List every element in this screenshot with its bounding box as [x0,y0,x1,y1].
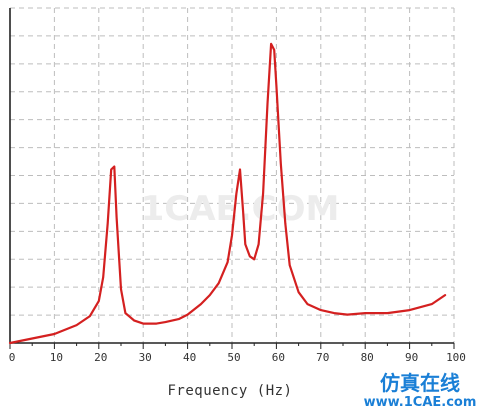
x-tick-label: 50 [227,351,240,364]
x-tick-label: 0 [9,351,16,364]
series-line-0 [8,42,447,345]
x-tick-label: 100 [446,351,466,364]
x-axis-label: Frequency (Hz) [167,383,292,399]
x-tick-label: 80 [361,351,374,364]
x-tick-label: 40 [183,351,196,364]
grid-lines [10,7,455,343]
series-layer [8,42,447,345]
x-tick-label: 60 [272,351,285,364]
x-tick-label: 20 [94,351,107,364]
axes [9,8,455,349]
x-tick-label: 30 [139,351,152,364]
watermark: 1CAE.COM [141,189,340,229]
site-logo: 仿真在线 www.1CAE.com [364,371,477,410]
x-tick-labels: 0 10 20 30 40 50 60 70 80 90 100 [9,351,466,364]
x-tick-label: 70 [316,351,329,364]
x-tick-label: 10 [50,351,63,364]
logo-chinese-text: 仿真在线 [380,371,460,395]
x-tick-label: 90 [405,351,418,364]
watermark-text: 1CAE.COM [141,189,340,229]
logo-url-text: www.1CAE.com [364,395,477,410]
